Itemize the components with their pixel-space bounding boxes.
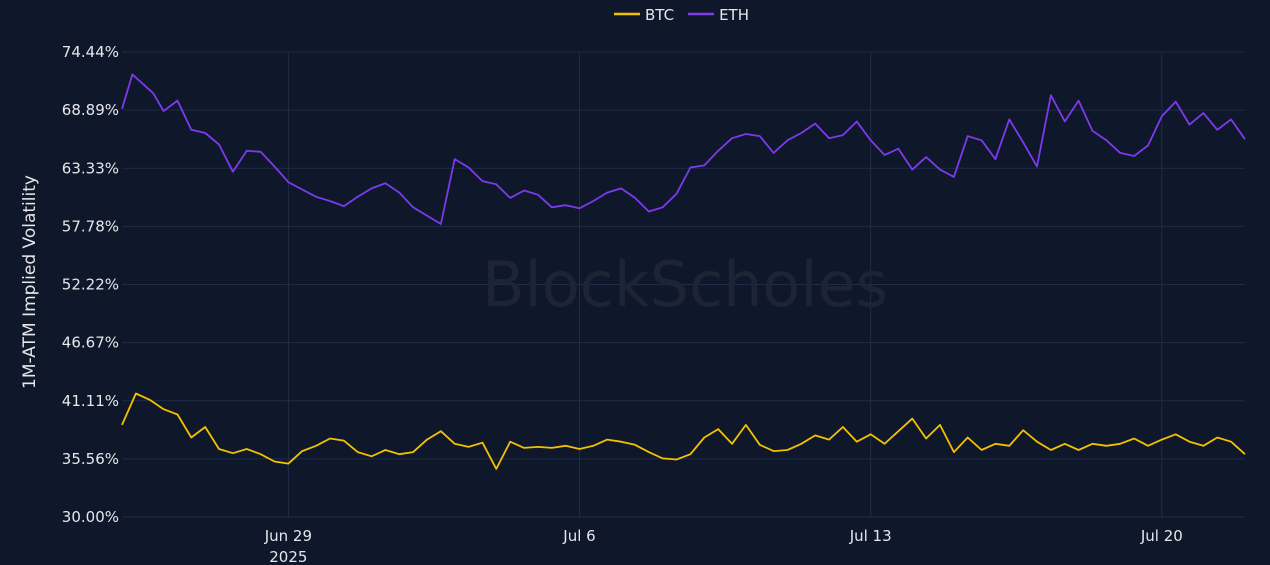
y-axis-title: 1M-ATM Implied Volatility [20, 175, 40, 389]
x-tick-label: Jul 6 [562, 527, 595, 545]
y-tick-label: 41.11% [62, 392, 119, 410]
series-line-btc [121, 392, 1246, 470]
y-tick-label: 68.89% [62, 101, 119, 119]
y-tick-label: 74.44% [62, 43, 119, 61]
x-tick-label: Jul 13 [849, 527, 892, 545]
y-tick-label: 52.22% [62, 276, 119, 294]
y-tick-label: 57.78% [62, 217, 119, 235]
x-tick-sublabel: 2025 [269, 548, 307, 565]
x-tick-label: Jun 29 [264, 527, 312, 545]
y-tick-label: 35.56% [62, 450, 119, 468]
x-tick-label: Jul 20 [1140, 527, 1183, 545]
legend-label-eth[interactable]: ETH [719, 6, 749, 24]
legend-label-btc[interactable]: BTC [645, 6, 674, 24]
y-tick-label: 46.67% [62, 334, 119, 352]
y-tick-label: 30.00% [62, 508, 119, 526]
y-tick-label: 63.33% [62, 159, 119, 177]
series-line-eth [121, 73, 1246, 225]
watermark: BlockScholes [482, 248, 888, 321]
